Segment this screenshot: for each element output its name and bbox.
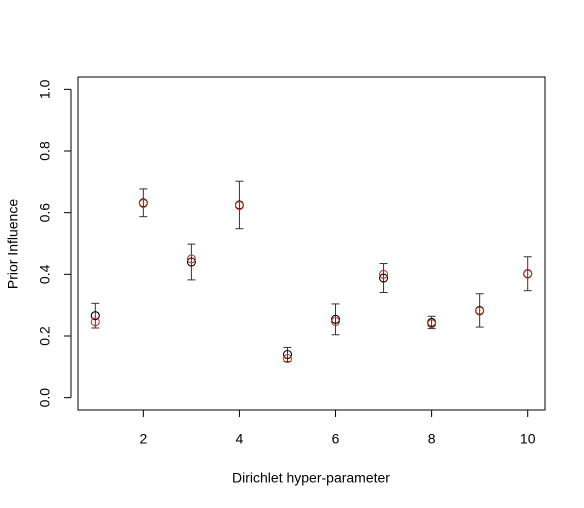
x-tick-label: 10 <box>520 431 536 447</box>
point <box>282 349 293 360</box>
x-axis-label: Dirichlet hyper-parameter <box>232 470 390 486</box>
y-tick-label: 1.0 <box>37 79 53 99</box>
x-tick-label: 6 <box>332 431 340 447</box>
point <box>379 269 389 279</box>
point <box>90 311 100 321</box>
error-bar <box>331 303 340 336</box>
point <box>523 269 533 279</box>
point <box>138 198 148 208</box>
error-bar <box>523 256 532 292</box>
point <box>186 257 196 267</box>
point <box>186 254 196 264</box>
x-tick-label: 2 <box>139 431 147 447</box>
plot-box <box>77 76 546 411</box>
point <box>330 316 341 327</box>
x-tick-label: 8 <box>428 431 436 447</box>
y-tick-label: 0.4 <box>37 264 53 284</box>
error-bar <box>139 188 148 218</box>
y-tick-label: 0.8 <box>37 141 53 161</box>
point <box>282 353 293 364</box>
y-tick-label: 0.2 <box>37 326 53 346</box>
point <box>427 319 437 329</box>
point <box>234 201 244 211</box>
y-tick-label: 0.6 <box>37 203 53 223</box>
error-bar <box>91 302 100 329</box>
error-bar <box>475 293 484 328</box>
error-bar <box>187 243 196 281</box>
point <box>475 306 485 316</box>
point <box>90 317 100 327</box>
y-tick-label: 0.0 <box>37 388 53 408</box>
point <box>379 273 389 283</box>
x-tick-label: 4 <box>236 431 244 447</box>
y-axis-label: Prior Influence <box>5 199 21 289</box>
error-bar <box>235 180 244 230</box>
